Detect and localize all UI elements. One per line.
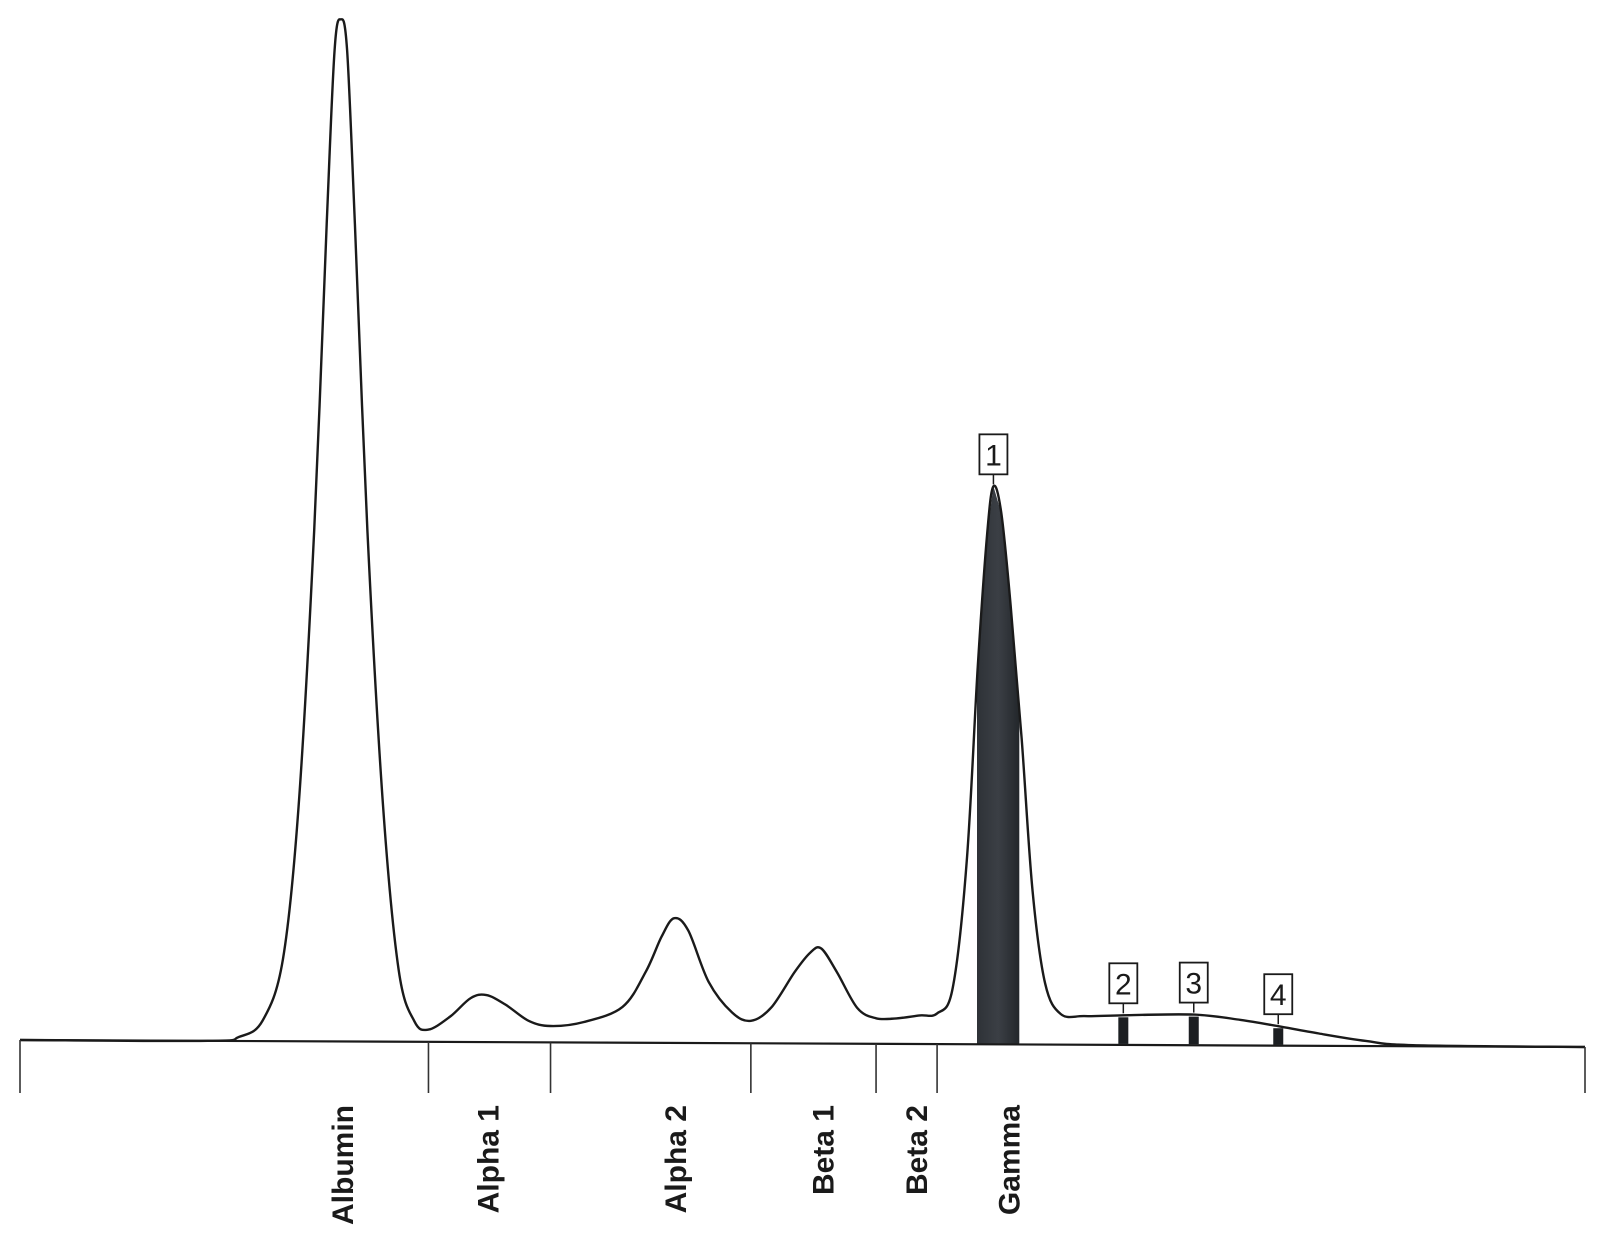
marker-box <box>978 433 1009 476</box>
marker-band <box>1273 1028 1284 1045</box>
fraction-label-albumin: Albumin <box>327 1105 360 1225</box>
marker-box <box>1178 961 1209 1004</box>
marker-band <box>1118 1017 1129 1044</box>
peak-marker-1: 1 <box>978 433 1009 485</box>
curve-layer <box>19 18 1586 1049</box>
fraction-label-gamma: Gamma <box>994 1105 1027 1215</box>
peak-marker-4: 4 <box>1263 973 1294 1045</box>
fraction-label-alpha-1: Alpha 1 <box>472 1105 505 1213</box>
fraction-label-alpha-2: Alpha 2 <box>660 1105 693 1213</box>
marker-box <box>1108 962 1139 1005</box>
fraction-boundaries <box>19 1040 1586 1093</box>
marker-label: 3 <box>1185 968 1202 1001</box>
marker-label: 1 <box>985 439 1002 472</box>
peak-marker-2: 2 <box>1108 962 1139 1044</box>
marker-box <box>1263 973 1294 1016</box>
peak-markers: 1 2 3 4 <box>978 433 1294 1045</box>
baseline-axis <box>19 1038 1586 1049</box>
baseline <box>19 1038 1586 1049</box>
marker-band <box>1188 1016 1199 1045</box>
peak-marker-3: 3 <box>1178 961 1209 1045</box>
densitometry-curve <box>19 18 1586 1049</box>
shaded-peak-layer <box>977 486 1020 1045</box>
fraction-labels: Albumin Alpha 1 Alpha 2 Beta 1 Beta 2 Gamma <box>327 1105 1027 1225</box>
shaded-gamma-peak <box>977 486 1020 1045</box>
fraction-label-beta-1: Beta 1 <box>807 1105 840 1195</box>
fraction-label-beta-2: Beta 2 <box>901 1105 934 1195</box>
marker-label: 2 <box>1115 968 1132 1001</box>
marker-label: 4 <box>1270 979 1287 1012</box>
